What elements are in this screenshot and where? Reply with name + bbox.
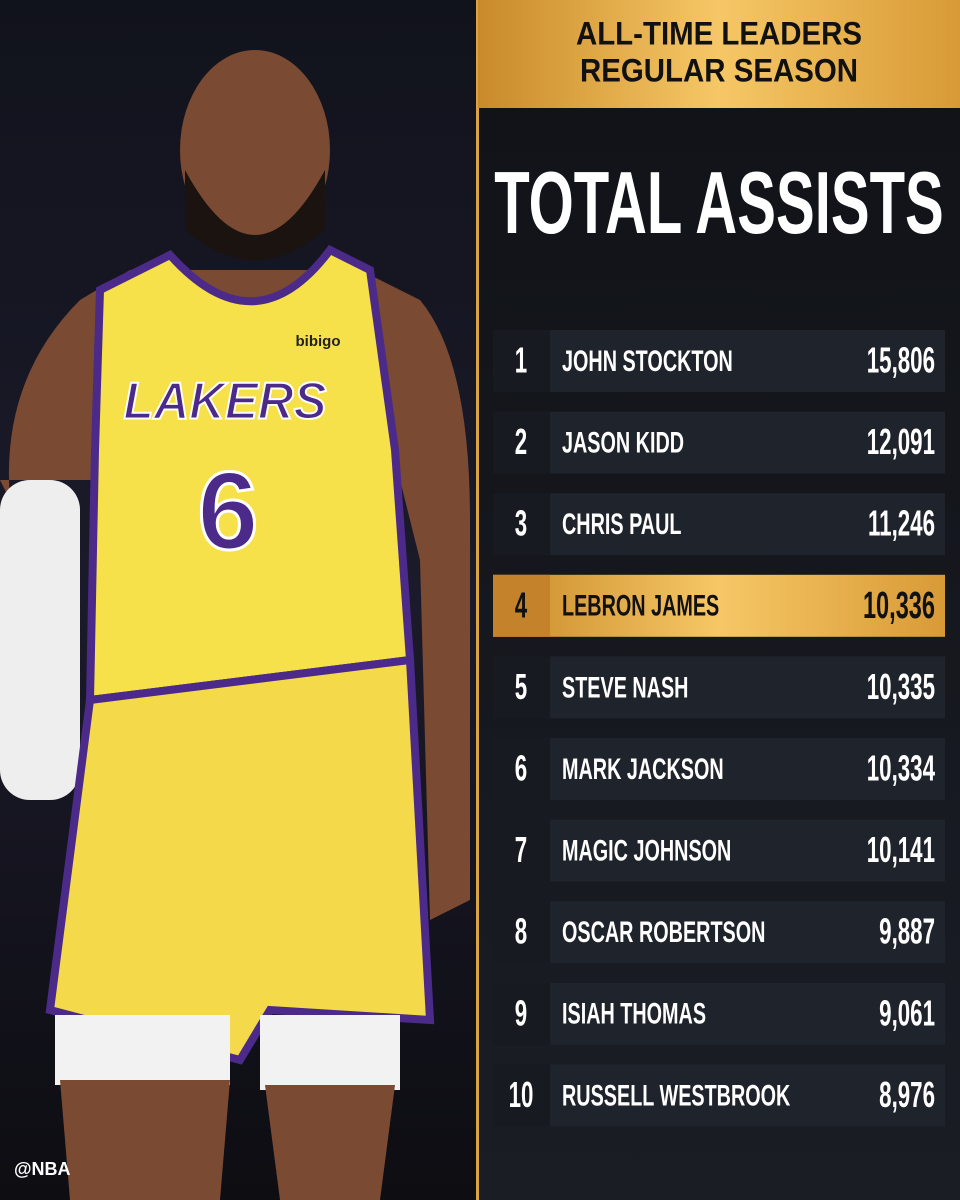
- row-bg: [493, 738, 945, 800]
- rank-bg: [493, 411, 550, 474]
- assists: 9,061: [879, 994, 935, 1034]
- rank-bg: [493, 656, 550, 719]
- table-row: 3 CHRIS PAUL 11,246: [493, 493, 945, 556]
- assists: 12,091: [867, 423, 935, 463]
- rank-bg: [493, 738, 550, 800]
- sponsor: bibigo: [296, 333, 341, 350]
- table-row: 7 MAGIC JOHNSON 10,141: [493, 819, 945, 882]
- assists: 15,806: [867, 341, 935, 381]
- table-row: 10 RUSSELL WESTBROOK 8,976: [493, 1064, 945, 1127]
- row-bg: [493, 819, 945, 882]
- table-row: 2 JASON KIDD 12,091: [493, 411, 945, 474]
- divider: [476, 0, 479, 1200]
- row-bg: [493, 901, 945, 964]
- rank-bg: [493, 901, 550, 964]
- leader-table: 1 JOHN STOCKTON 15,806 2 JASON KIDD 12,091 3 CH…: [493, 330, 945, 1127]
- player-name: JASON KIDD: [562, 427, 684, 460]
- rank-bg: [493, 493, 550, 556]
- table-row: 9 ISIAH THOMAS 9,061: [493, 982, 945, 1045]
- title: TOTAL ASSISTS: [494, 154, 944, 252]
- jersey-number: 6: [197, 450, 258, 573]
- rank: 7: [515, 831, 527, 871]
- table-row: 6 MARK JACKSON 10,334: [493, 738, 945, 800]
- rank-bg: [493, 1064, 550, 1127]
- table-row: 8 OSCAR ROBERTSON 9,887: [493, 901, 945, 964]
- player-name: JOHN STOCKTON: [562, 345, 733, 378]
- table-row: 1 JOHN STOCKTON 15,806: [493, 330, 945, 392]
- row-bg: [493, 411, 945, 474]
- rank: 1: [515, 341, 527, 381]
- row-bg: [493, 330, 945, 392]
- jersey-text: LAKERS: [123, 372, 326, 430]
- player-name: OSCAR ROBERTSON: [562, 916, 765, 949]
- rank: 3: [515, 504, 527, 544]
- player-name: STEVE NASH: [562, 671, 688, 704]
- assists: 10,335: [867, 668, 935, 708]
- row-bg: [493, 982, 945, 1045]
- watermark: @NBA: [14, 1159, 71, 1179]
- rank: 2: [515, 423, 527, 463]
- table-row: 4 LEBRON JAMES 10,336: [493, 574, 945, 637]
- player-name: MAGIC JOHNSON: [562, 835, 731, 868]
- rank: 4: [515, 586, 528, 626]
- player-name: RUSSELL WESTBROOK: [562, 1079, 791, 1112]
- player-name: CHRIS PAUL: [562, 508, 681, 541]
- row-bg: [493, 1064, 945, 1127]
- rank: 5: [515, 668, 527, 708]
- rank-bg: [493, 819, 550, 882]
- player: [0, 50, 470, 1200]
- rank: 6: [515, 749, 527, 789]
- rank: 10: [509, 1076, 534, 1116]
- header-bg: [478, 0, 960, 108]
- assists: 10,334: [867, 749, 935, 789]
- assists: 10,141: [867, 831, 935, 871]
- rank: 9: [515, 994, 527, 1034]
- assists: 10,336: [863, 583, 935, 626]
- rank: 8: [515, 912, 527, 952]
- player-name: MARK JACKSON: [562, 753, 724, 786]
- rank-bg: [493, 330, 550, 392]
- assists: 11,246: [868, 504, 935, 544]
- player-name: ISIAH THOMAS: [562, 998, 706, 1031]
- assists: 9,887: [879, 912, 935, 952]
- player-name: LEBRON JAMES: [562, 590, 719, 623]
- assists: 8,976: [879, 1076, 935, 1116]
- header-line1: ALL-TIME LEADERS: [576, 15, 862, 51]
- rank-bg: [493, 574, 550, 637]
- row-bg: [493, 574, 945, 637]
- table-row: 5 STEVE NASH 10,335: [493, 656, 945, 719]
- header-line2: REGULAR SEASON: [580, 52, 858, 88]
- row-bg: [493, 493, 945, 556]
- row-bg: [493, 656, 945, 719]
- rank-bg: [493, 982, 550, 1045]
